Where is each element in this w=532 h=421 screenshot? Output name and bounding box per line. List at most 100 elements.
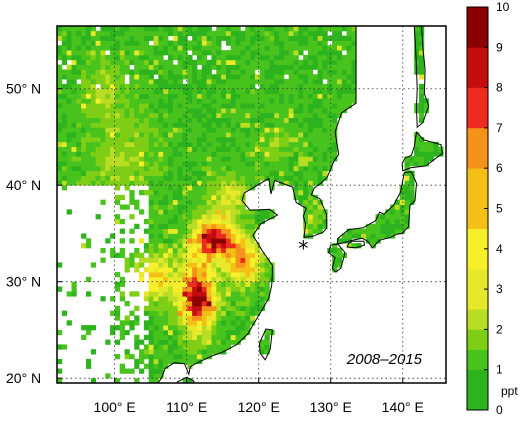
concentration-cell: [105, 122, 111, 128]
concentration-cell: [187, 54, 193, 61]
concentration-cell: [187, 349, 193, 355]
concentration-cell: [245, 83, 251, 90]
concentration-cell: [76, 26, 82, 32]
concentration-cell: [153, 35, 159, 41]
concentration-cell: [216, 30, 222, 37]
concentration-cell: [119, 281, 125, 287]
concentration-cell: [57, 69, 63, 75]
concentration-cell: [288, 40, 294, 46]
concentration-cell: [385, 228, 391, 234]
concentration-cell: [110, 64, 116, 70]
concentration-cell: [201, 315, 208, 321]
concentration-cell: [370, 228, 376, 234]
concentration-cell: [192, 108, 198, 114]
concentration-cell: [182, 136, 188, 143]
concentration-cell: [317, 199, 323, 205]
concentration-cell: [216, 300, 222, 307]
concentration-cell: [182, 329, 188, 336]
concentration-cell: [370, 243, 376, 249]
concentration-cell: [336, 93, 343, 99]
concentration-cell: [124, 136, 130, 143]
concentration-cell: [307, 194, 314, 201]
concentration-cell: [423, 108, 430, 114]
concentration-cell: [187, 209, 193, 215]
concentration-cell: [110, 103, 116, 109]
concentration-cell: [201, 45, 208, 51]
concentration-cell: [332, 262, 338, 268]
concentration-cell: [235, 64, 241, 70]
concentration-cell: [192, 233, 198, 239]
concentration-cell: [105, 108, 111, 114]
concentration-cell: [153, 170, 159, 176]
concentration-cell: [221, 180, 227, 186]
concentration-cell: [250, 233, 256, 239]
concentration-cell: [57, 141, 63, 147]
concentration-cell: [153, 175, 159, 181]
concentration-cell: [230, 243, 236, 249]
concentration-cell: [327, 54, 333, 61]
concentration-cell: [264, 103, 270, 109]
concentration-cell: [129, 165, 135, 172]
concentration-cell: [158, 141, 164, 147]
concentration-cell: [312, 180, 319, 186]
concentration-cell: [158, 325, 164, 331]
concentration-cell: [245, 40, 251, 46]
concentration-cell: [317, 64, 323, 70]
concentration-cell: [153, 363, 159, 369]
concentration-cell: [240, 315, 246, 321]
concentration-cell: [158, 276, 164, 283]
concentration-cell: [206, 233, 212, 239]
concentration-cell: [105, 373, 111, 379]
concentration-cell: [264, 93, 270, 99]
concentration-cell: [148, 300, 154, 307]
concentration-cell: [139, 368, 145, 374]
concentration-cell: [221, 329, 227, 336]
concentration-cell: [134, 112, 140, 119]
concentration-cell: [206, 59, 212, 65]
concentration-cell: [312, 127, 319, 133]
concentration-cell: [254, 243, 261, 249]
concentration-cell: [240, 35, 246, 41]
concentration-cell: [163, 190, 169, 196]
concentration-cell: [216, 190, 222, 196]
concentration-cell: [418, 108, 425, 114]
concentration-cell: [317, 98, 323, 104]
concentration-cell: [66, 170, 72, 176]
concentration-cell: [274, 35, 280, 41]
concentration-cell: [85, 165, 92, 172]
concentration-cell: [172, 243, 179, 249]
concentration-cell: [206, 286, 212, 292]
concentration-cell: [139, 64, 145, 70]
concentration-cell: [269, 141, 275, 147]
concentration-cell: [182, 243, 188, 249]
concentration-cell: [211, 117, 217, 123]
concentration-cell: [206, 180, 212, 186]
concentration-cell: [201, 151, 208, 157]
concentration-cell: [221, 320, 227, 326]
concentration-cell: [250, 228, 256, 234]
concentration-cell: [139, 151, 145, 157]
concentration-cell: [206, 349, 212, 355]
concentration-cell: [269, 136, 275, 143]
concentration-cell: [95, 117, 101, 123]
concentration-cell: [163, 272, 169, 278]
concentration-cell: [404, 204, 410, 210]
concentration-cell: [129, 127, 135, 133]
concentration-cell: [327, 103, 333, 109]
concentration-cell: [201, 83, 208, 90]
concentration-cell: [312, 151, 319, 157]
concentration-cell: [332, 243, 338, 249]
concentration-cell: [211, 146, 217, 152]
concentration-cell: [110, 175, 116, 181]
concentration-cell: [225, 35, 232, 41]
concentration-cell: [134, 132, 140, 138]
concentration-cell: [182, 199, 188, 205]
concentration-cell: [317, 127, 323, 133]
concentration-cell: [90, 93, 97, 99]
concentration-cell: [264, 83, 270, 90]
concentration-cell: [187, 117, 193, 123]
concentration-cell: [114, 305, 121, 312]
concentration-cell: [168, 329, 174, 336]
concentration-cell: [172, 112, 179, 119]
concentration-cell: [327, 64, 333, 70]
